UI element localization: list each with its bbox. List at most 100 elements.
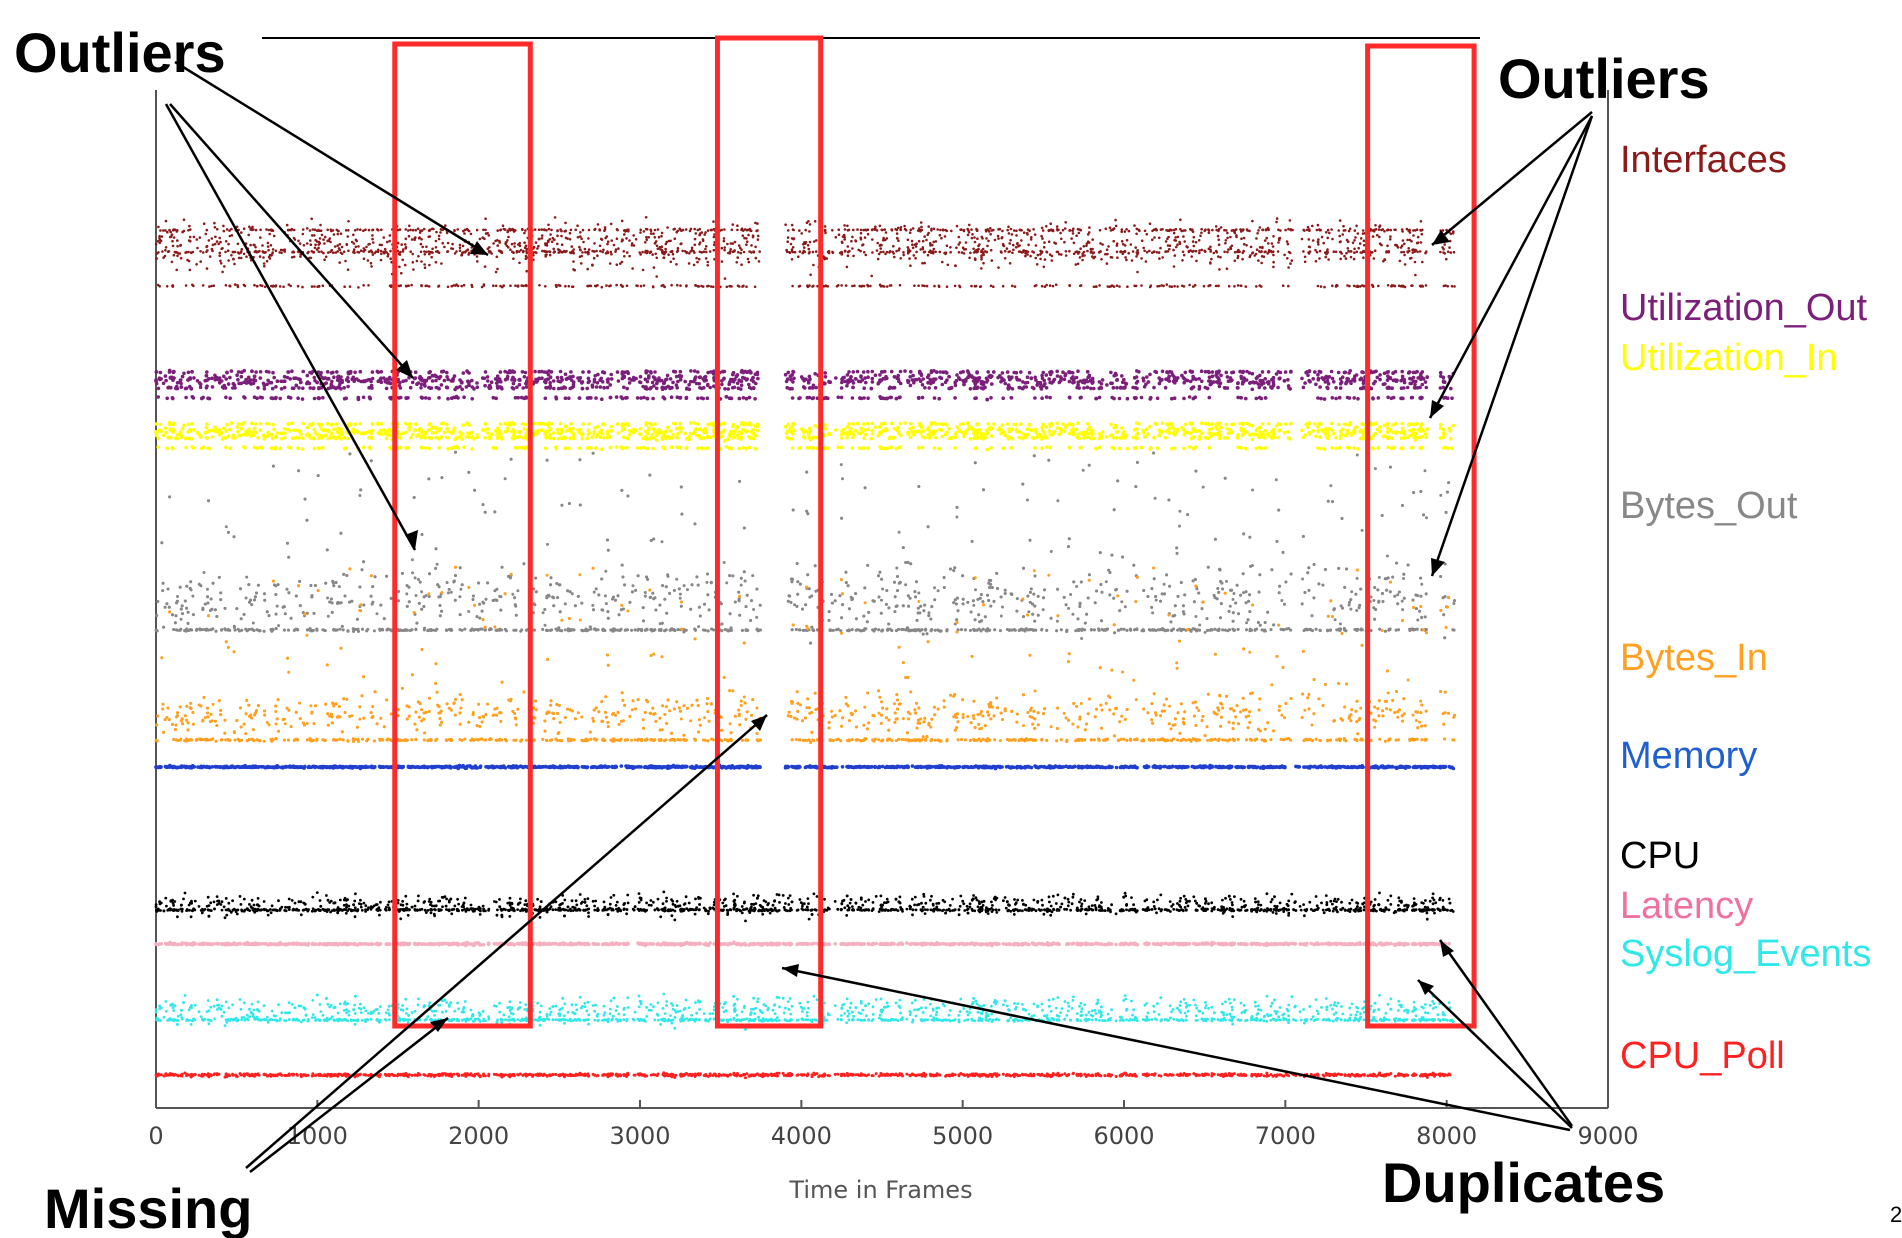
- data-point: [837, 284, 840, 287]
- data-point: [222, 374, 226, 379]
- data-point: [492, 284, 495, 288]
- data-point: [1179, 227, 1182, 231]
- data-point: [598, 229, 602, 232]
- data-point: [1146, 380, 1151, 384]
- data-point: [723, 248, 726, 252]
- data-point: [1072, 252, 1076, 256]
- data-point: [1180, 373, 1184, 378]
- data-point: [1030, 236, 1033, 239]
- data-point: [862, 284, 866, 288]
- data-point: [1137, 228, 1141, 232]
- data-point: [1062, 377, 1067, 382]
- data-point: [968, 256, 971, 260]
- data-point: [861, 243, 864, 247]
- data-point: [184, 284, 188, 287]
- data-point: [290, 227, 294, 231]
- data-point: [1412, 248, 1415, 251]
- data-point: [958, 284, 961, 288]
- data-point: [524, 257, 528, 261]
- data-point: [466, 228, 470, 232]
- data-point: [698, 386, 702, 390]
- data-point: [195, 238, 199, 241]
- data-point: [1173, 238, 1176, 242]
- data-point: [859, 374, 863, 378]
- data-point: [684, 228, 688, 231]
- data-point: [595, 381, 600, 385]
- data-point: [282, 426, 287, 431]
- data-point: [179, 385, 184, 389]
- data-point: [1223, 250, 1226, 254]
- data-point: [602, 248, 605, 252]
- data-point: [899, 257, 902, 260]
- data-point: [1001, 284, 1005, 288]
- data-point: [883, 376, 887, 381]
- data-point: [379, 258, 383, 262]
- data-point: [1034, 256, 1037, 260]
- data-point: [1051, 284, 1055, 288]
- data-point: [1120, 240, 1124, 243]
- data-point: [1318, 228, 1321, 231]
- data-point: [1165, 283, 1169, 286]
- data-point: [379, 376, 383, 381]
- data-point: [1116, 256, 1119, 260]
- data-point: [909, 370, 913, 374]
- data-point: [1320, 376, 1324, 380]
- data-point: [932, 396, 937, 400]
- data-point: [1132, 376, 1137, 380]
- data-point: [1250, 387, 1255, 392]
- data-point: [911, 373, 915, 378]
- data-point: [591, 249, 594, 253]
- data-point: [1047, 429, 1051, 433]
- data-point: [936, 228, 939, 231]
- data-point: [736, 224, 739, 227]
- data-point: [1232, 228, 1235, 232]
- data-point: [973, 285, 977, 288]
- data-point: [656, 247, 660, 251]
- data-point: [642, 230, 646, 233]
- data-point: [1419, 228, 1422, 232]
- data-point: [1362, 250, 1366, 253]
- data-point: [404, 228, 408, 231]
- data-point: [678, 421, 683, 426]
- data-point: [846, 245, 850, 248]
- data-point: [1190, 370, 1194, 374]
- data-point: [681, 249, 684, 253]
- data-point: [615, 263, 619, 267]
- data-point: [403, 263, 407, 267]
- data-point: [444, 224, 447, 227]
- data-point: [848, 249, 851, 253]
- data-point: [347, 249, 350, 253]
- data-point: [1287, 266, 1290, 269]
- data-point: [915, 250, 918, 254]
- data-point: [1224, 239, 1228, 242]
- data-point: [756, 376, 760, 381]
- data-point: [1006, 383, 1011, 388]
- data-point: [747, 395, 752, 400]
- data-point: [499, 250, 503, 253]
- data-point: [376, 379, 381, 384]
- data-point: [644, 241, 647, 244]
- data-point: [655, 381, 659, 386]
- data-point: [208, 255, 212, 258]
- data-point: [1210, 370, 1215, 374]
- data-point: [269, 244, 273, 247]
- data-point: [337, 229, 340, 233]
- data-point: [1399, 246, 1403, 249]
- data-point: [706, 284, 709, 288]
- data-point: [210, 284, 213, 288]
- data-point: [396, 241, 400, 245]
- data-point: [798, 229, 801, 232]
- data-point: [631, 267, 634, 270]
- data-point: [736, 228, 739, 232]
- data-point: [968, 223, 971, 227]
- data-point: [704, 257, 708, 260]
- data-point: [196, 246, 199, 250]
- data-point: [556, 386, 561, 391]
- data-point: [743, 236, 746, 240]
- data-point: [1145, 232, 1149, 236]
- data-point: [1416, 241, 1420, 244]
- data-point: [1120, 228, 1124, 231]
- data-point: [224, 240, 228, 243]
- data-point: [317, 250, 321, 254]
- data-point: [873, 228, 877, 231]
